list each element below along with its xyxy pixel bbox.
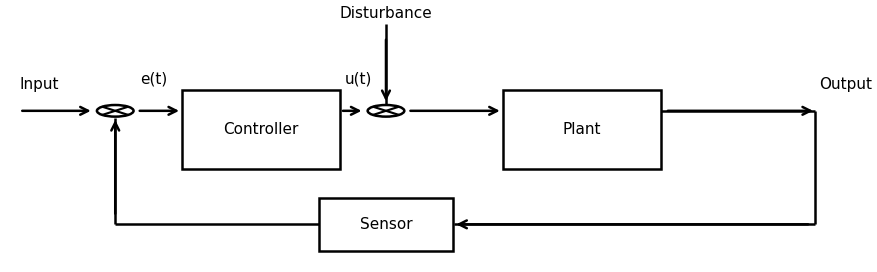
Text: Plant: Plant [562, 122, 601, 137]
Text: Output: Output [818, 77, 871, 92]
Text: Input: Input [19, 77, 59, 92]
Text: u(t): u(t) [345, 72, 372, 87]
Text: Disturbance: Disturbance [339, 6, 431, 21]
Text: Sensor: Sensor [360, 217, 412, 232]
Text: e(t): e(t) [140, 72, 168, 87]
Bar [182, 90, 339, 169]
Text: Controller: Controller [223, 122, 298, 137]
Bar [502, 90, 660, 169]
Bar [319, 198, 453, 251]
